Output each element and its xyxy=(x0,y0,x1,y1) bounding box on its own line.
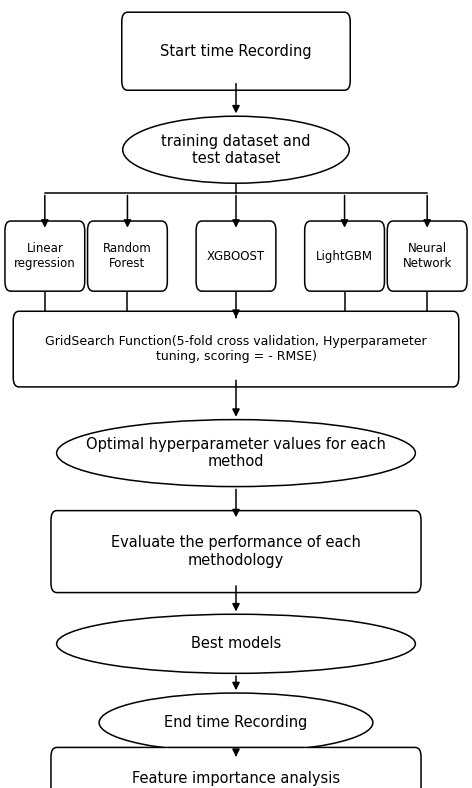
Ellipse shape xyxy=(57,419,415,487)
Text: Start time Recording: Start time Recording xyxy=(160,43,312,59)
Text: GridSearch Function(5-fold cross validation, Hyperparameter
tuning, scoring = - : GridSearch Function(5-fold cross validat… xyxy=(45,335,427,363)
FancyBboxPatch shape xyxy=(196,221,276,291)
Ellipse shape xyxy=(123,116,349,183)
FancyBboxPatch shape xyxy=(13,311,459,387)
Text: Best models: Best models xyxy=(191,636,281,652)
Text: Random
Forest: Random Forest xyxy=(103,242,152,270)
FancyBboxPatch shape xyxy=(51,511,421,593)
Text: End time Recording: End time Recording xyxy=(164,715,308,730)
Text: Neural
Network: Neural Network xyxy=(403,242,452,270)
Ellipse shape xyxy=(99,693,373,752)
FancyBboxPatch shape xyxy=(387,221,467,291)
Text: Optimal hyperparameter values for each
method: Optimal hyperparameter values for each m… xyxy=(86,437,386,470)
Text: Linear
regression: Linear regression xyxy=(14,242,76,270)
Ellipse shape xyxy=(57,615,415,673)
Text: training dataset and
test dataset: training dataset and test dataset xyxy=(161,133,311,166)
Text: LightGBM: LightGBM xyxy=(316,250,373,262)
FancyBboxPatch shape xyxy=(122,12,350,91)
FancyBboxPatch shape xyxy=(5,221,84,291)
Text: Evaluate the performance of each
methodology: Evaluate the performance of each methodo… xyxy=(111,535,361,568)
Text: XGBOOST: XGBOOST xyxy=(207,250,265,262)
FancyBboxPatch shape xyxy=(88,221,167,291)
Text: Feature importance analysis: Feature importance analysis xyxy=(132,771,340,786)
FancyBboxPatch shape xyxy=(305,221,384,291)
FancyBboxPatch shape xyxy=(51,747,421,788)
